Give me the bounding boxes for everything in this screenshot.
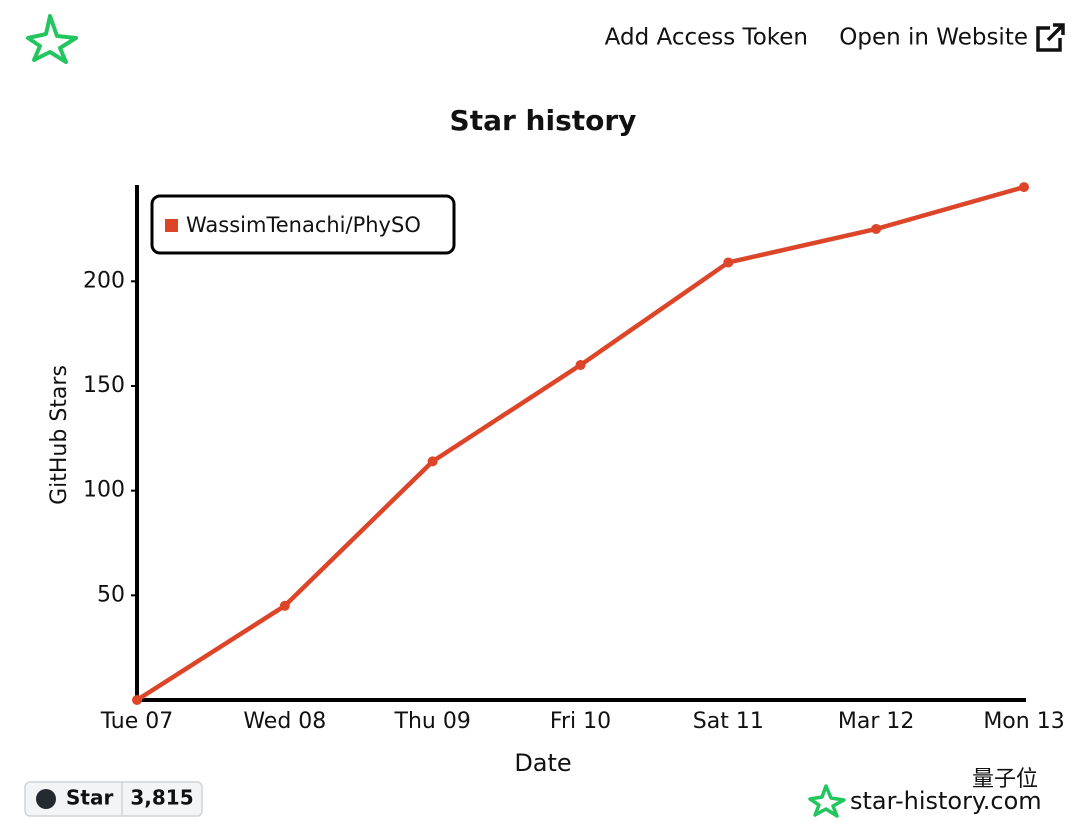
data-point (723, 257, 734, 268)
data-point (279, 600, 290, 611)
data-point (1019, 182, 1029, 193)
brand-link[interactable]: star-history.com (850, 787, 1042, 815)
open-website-link[interactable]: Open in Website (839, 25, 1028, 51)
y-tick-label: 100 (83, 478, 125, 503)
data-point (575, 360, 586, 371)
x-axis-label: Date (514, 749, 571, 777)
star-button[interactable] (24, 781, 203, 817)
external-link-icon[interactable] (1036, 23, 1065, 52)
x-tick-label: Thu 09 (394, 709, 471, 734)
chart-title: Star history (450, 104, 637, 137)
y-tick-label: 200 (83, 268, 125, 293)
data-point (132, 695, 142, 705)
legend-box (150, 194, 456, 255)
github-icon (36, 789, 56, 809)
y-tick-label: 150 (83, 373, 125, 398)
brand-logo (808, 784, 846, 818)
y-axis-label: GitHub Stars (47, 365, 72, 505)
legend-label: WassimTenachi/PhySO (186, 213, 421, 237)
star-label[interactable]: Star (66, 786, 113, 810)
plot: 50 100 150 200 Tue 07 Wed 08 Thu 09 Fri 10 Sat 1… (83, 182, 1065, 734)
x-tick-label: Sat 11 (693, 709, 764, 734)
legend-swatch (165, 219, 178, 232)
x-tick-label: Tue 07 (100, 709, 174, 734)
add-token-link[interactable]: Add Access Token (605, 25, 808, 51)
series-line (134, 184, 1027, 703)
data-point (871, 223, 882, 234)
logo[interactable] (26, 14, 78, 64)
watermark: 量子位 (972, 767, 1038, 792)
x-tick-label: Fri 10 (550, 709, 611, 734)
data-point (427, 456, 438, 467)
star-count[interactable]: 3,815 (130, 786, 193, 810)
x-tick-label: Wed 08 (243, 709, 326, 734)
x-tick-label: Mar 12 (838, 709, 915, 734)
x-tick-label: Mon 13 (983, 709, 1064, 734)
y-tick-label: 50 (97, 582, 125, 607)
